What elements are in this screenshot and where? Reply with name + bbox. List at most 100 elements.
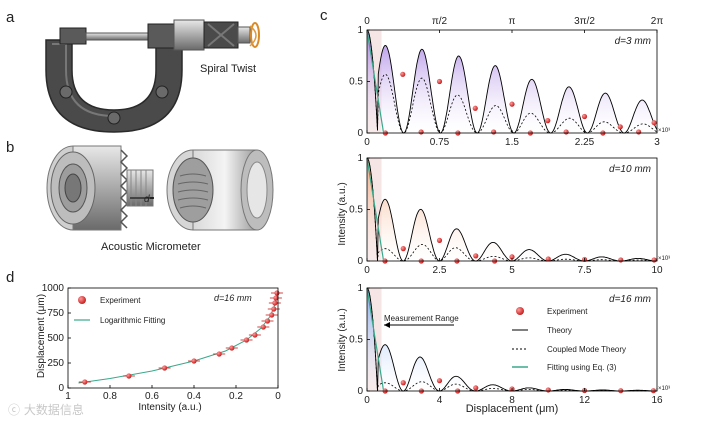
y-tick-label: 1000: [42, 283, 65, 294]
experiment-point: [545, 387, 551, 393]
fit-line: [366, 287, 385, 392]
x-tick-label: 0.6: [145, 391, 159, 402]
x-tick-label: 0.4: [187, 391, 201, 402]
theory-fill: [367, 30, 657, 133]
y-tick-label: 0.5: [349, 335, 363, 346]
experiment-point: [436, 378, 443, 384]
y-tick-label: 0: [357, 256, 363, 267]
experiment-point: [509, 254, 515, 260]
experiment-point: [581, 113, 588, 120]
y-tick-label: 0.5: [349, 205, 363, 216]
y-tick-label: 500: [47, 333, 64, 344]
experiment-point: [272, 300, 278, 306]
experiment-point: [126, 373, 132, 379]
experiment-point: [252, 332, 258, 338]
x-tick-label: 0.75: [430, 137, 450, 148]
experiment-point: [418, 129, 424, 135]
x-tick-label: 10: [651, 265, 663, 276]
experiment-point: [271, 306, 277, 312]
experiment-point: [82, 379, 88, 385]
phase-tick-label: 3π/2: [574, 16, 595, 27]
y-tick-label: 250: [47, 358, 64, 369]
x-tick-label: 7.5: [578, 265, 592, 276]
subplot-title: d=3 mm: [615, 36, 651, 47]
experiment-point: [400, 246, 406, 252]
chart-d: 1 0.8 0.6 0.4 0.2 0 0 250 500 750 1000: [42, 283, 283, 402]
y-tick-label: 1: [357, 283, 363, 294]
legend-theory: Theory: [547, 326, 572, 335]
experiment-point: [617, 124, 623, 130]
experiment-point: [400, 71, 406, 77]
theory-fill: [367, 288, 657, 391]
x-exponent-label: ×10³: [658, 386, 670, 392]
x-tick-label: 16: [651, 395, 663, 406]
experiment-point: [563, 129, 569, 135]
y-tick-label: 750: [47, 308, 64, 319]
y-tick-label: 1: [357, 25, 363, 36]
d-ylabel: Displacement (μm): [36, 294, 47, 378]
experiment-point: [545, 118, 551, 124]
experiment-point: [651, 120, 657, 126]
x-tick-label: 0: [364, 265, 370, 276]
fit-line: [366, 29, 385, 134]
experiment-point: [400, 380, 406, 386]
phase-axis: 0 π/2 π 3π/2 2π: [364, 16, 663, 33]
d-legend-experiment-marker: [78, 296, 86, 304]
experiment-point: [216, 351, 222, 357]
experiment-point: [509, 101, 515, 107]
y-tick-label: 1: [357, 153, 363, 164]
measurement-range-label: Measurement Range: [384, 314, 459, 323]
x-tick-label: 5: [509, 265, 515, 276]
micrometer-illustration: [45, 19, 260, 133]
x-tick-label: 8: [509, 395, 515, 406]
y-tick-label: 0: [357, 128, 363, 139]
gap-d-label: d: [144, 194, 150, 205]
watermark: ⓒ 大数据信息: [8, 402, 84, 417]
legend-cmt: Coupled Mode Theory: [547, 345, 626, 354]
x-tick-label: 12: [579, 395, 591, 406]
phase-tick-label: π: [509, 16, 516, 27]
x-tick-label: 4: [437, 395, 443, 406]
phase-tick-label: π/2: [432, 16, 448, 27]
x-exponent-label: ×10³: [658, 256, 670, 262]
fit-line: [366, 157, 385, 262]
c-xlabel: Displacement (μm): [466, 403, 559, 415]
subplot-title: d=10 mm: [609, 164, 651, 175]
subplot-title: d=16 mm: [609, 294, 651, 305]
experiment-point: [618, 257, 624, 263]
chart-c-d3: 0 0.75 1.5 2.25 3 0 0.5 1 ×10³ d=3 mm: [349, 25, 670, 148]
x-exponent-label: ×10³: [658, 128, 670, 134]
x-tick-label: 0: [275, 391, 281, 402]
panel-b-letter: b: [6, 139, 14, 156]
experiment-point: [473, 385, 479, 391]
experiment-point: [243, 337, 250, 343]
panel-c-letter: c: [320, 7, 328, 24]
experiment-point: [269, 312, 275, 318]
c2-ylabel: Intensity (a.u.): [337, 182, 348, 245]
panel-a-letter: a: [6, 9, 15, 26]
d-xlabel: Intensity (a.u.): [138, 402, 201, 413]
phase-tick-label: 2π: [651, 16, 664, 27]
experiment-point: [191, 358, 197, 364]
experiment-point: [651, 257, 657, 263]
experiment-point: [229, 345, 235, 351]
log-fit-line: [78, 291, 278, 384]
experiment-point: [473, 253, 479, 259]
d-title: d=16 mm: [214, 293, 252, 303]
cmt-line: [366, 157, 657, 262]
c-legend: Experiment Theory Coupled Mode Theory Fi…: [512, 307, 626, 372]
x-tick-label: 2.25: [575, 137, 595, 148]
panel-d-letter: d: [6, 269, 14, 286]
x-tick-label: 1.5: [505, 137, 519, 148]
experiment-point: [491, 129, 497, 135]
x-tick-label: 3: [654, 137, 660, 148]
experiment-point: [260, 324, 266, 330]
x-tick-label: 0: [364, 395, 370, 406]
legend-experiment: Experiment: [547, 307, 588, 316]
experiment-point: [545, 256, 551, 262]
experiment-point: [273, 295, 279, 301]
experiment-point: [162, 365, 168, 371]
c3-ylabel: Intensity (a.u.): [337, 308, 348, 371]
theory-fill: [367, 158, 657, 261]
